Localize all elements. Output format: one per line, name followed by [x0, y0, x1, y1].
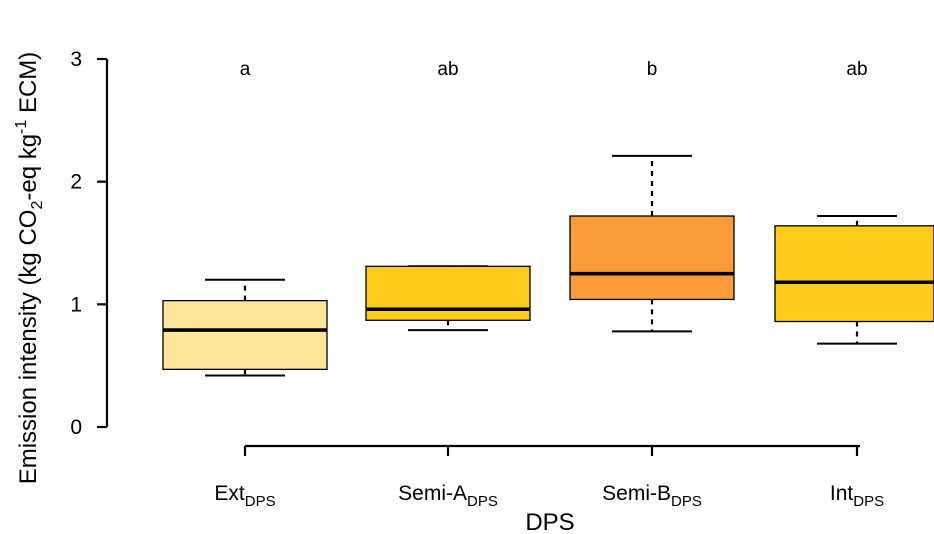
x-tick-label: Semi-BDPS	[602, 482, 702, 510]
x-tick-label: IntDPS	[830, 482, 884, 510]
box-semi-a	[365, 265, 531, 332]
y-tick-label: 3	[70, 48, 82, 71]
significance-letter: b	[647, 59, 658, 80]
iqr-box	[774, 225, 934, 323]
box-ext	[162, 278, 328, 377]
iqr-box	[569, 215, 735, 301]
y-tick-label: 1	[70, 293, 82, 316]
significance-letter: a	[240, 59, 251, 80]
y-axis-title-sup: -1	[13, 120, 30, 134]
y-axis-title: Emission intensity (kg CO2-eq kg-1 ECM)	[13, 52, 46, 485]
significance-letter: ab	[437, 59, 458, 80]
y-axis-title-part3: ECM)	[15, 52, 42, 120]
x-axis-title: DPS	[525, 509, 574, 534]
iqr-box	[162, 300, 328, 370]
significance-letter: ab	[846, 59, 867, 80]
x-tick-label: ExtDPS	[214, 482, 275, 510]
y-tick-label: 0	[70, 416, 82, 439]
y-axis-title-sub: 2	[29, 201, 46, 210]
significance-letters: a ab b ab	[240, 59, 868, 80]
x-tick-label: Semi-ADPS	[398, 482, 498, 510]
box-int	[774, 215, 934, 345]
y-axis-title-part1: Emission intensity (kg CO	[15, 210, 42, 485]
y-axis-title-part2: -eq kg	[15, 134, 42, 201]
x-ticks: ExtDPS Semi-ADPS Semi-BDPS IntDPS	[214, 446, 884, 510]
boxes	[162, 154, 934, 377]
box-semi-b	[569, 154, 735, 333]
iqr-box	[365, 265, 531, 321]
y-tick-label: 2	[70, 171, 82, 194]
y-ticks: 0 1 2 3	[70, 48, 107, 439]
